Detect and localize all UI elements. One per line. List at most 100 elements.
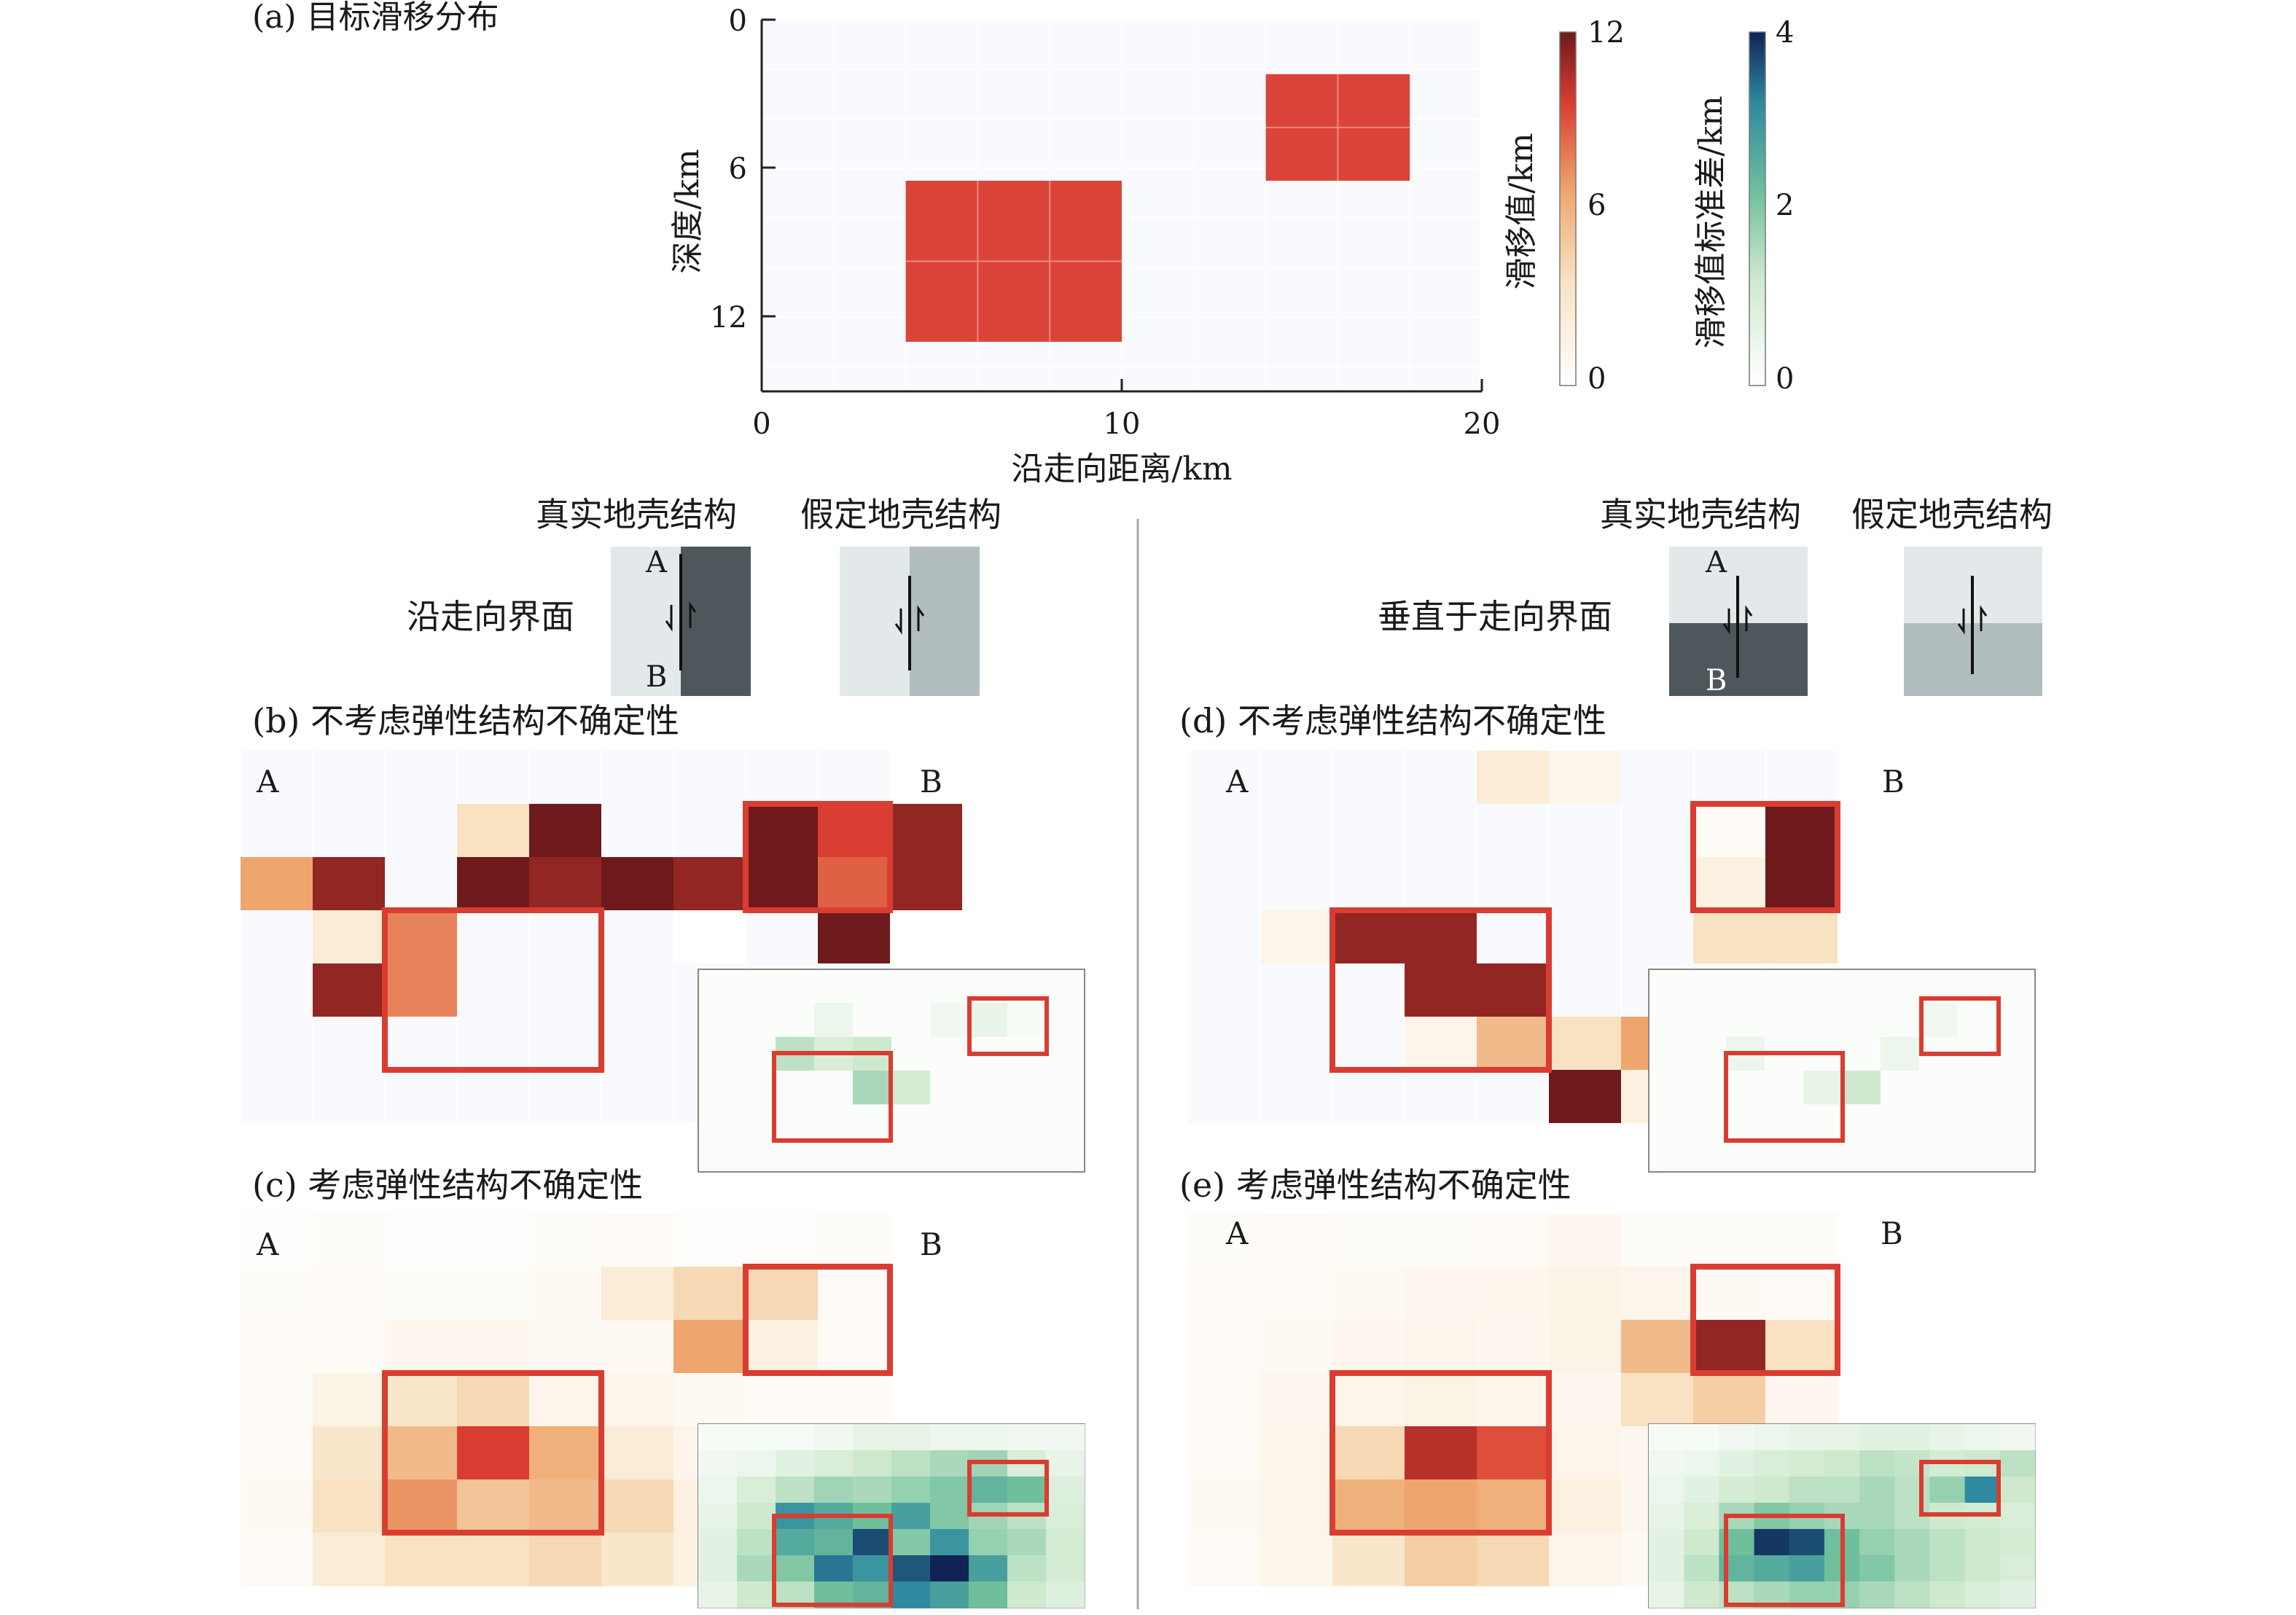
slip-cell [818,1320,891,1374]
interface-strike-label: 沿走向界面 [407,597,574,636]
slip-cell [529,804,601,857]
true-patch-outline [967,1460,1049,1517]
slip-cell [241,1479,313,1533]
fault-slip-arrows-icon [665,601,697,632]
slip-cell [1477,1213,1550,1267]
std-cell [1719,1477,1755,1503]
std-cell [1842,1071,1881,1105]
slip-cell [385,1267,458,1321]
slip-cell [1188,1533,1261,1587]
std-cell [737,1529,776,1556]
std-cell [1046,1529,1085,1556]
std-cell [1894,1477,1930,1503]
slip-cell [1693,804,1765,857]
slip-cell [1405,963,1477,1017]
slip-cell [1549,1320,1622,1374]
colorbar-tick: 12 [1588,16,1625,50]
colorbar-tick: 6 [1588,189,1606,222]
std-cell [776,1555,815,1582]
std-cell [891,1529,931,1556]
std-cell [776,1450,815,1477]
slip-cell [818,1373,891,1427]
slip-cell [313,857,385,910]
std-cell [737,1424,776,1451]
slip-cell [1621,1373,1694,1427]
true-patch-outline [1724,1514,1845,1607]
slip-cell [601,1479,674,1533]
slip-cell [457,1267,530,1321]
slip-cell [1765,804,1838,857]
slip-cell [1332,1426,1405,1480]
std-colorbar: 4 2 0 滑移值标准差/km [1692,16,1794,396]
std-cell [1007,1529,1047,1556]
std-cell [1824,1424,1860,1451]
marker-a: A [256,764,279,799]
std-cell [1824,1477,1860,1503]
slip-cell [818,910,890,963]
slip-cell [1405,1017,1477,1070]
std-cell [891,1581,931,1608]
std-cell [969,1477,1008,1503]
std-cell [853,1555,892,1582]
true-patch-outline [1690,801,1840,913]
panel-a-label: (a) 目标滑移分布 [252,0,499,36]
slip-cell [457,1479,530,1533]
std-cell [1649,1424,1684,1451]
slip-map-b [240,751,1085,1173]
slip-cell [529,1320,602,1374]
slip-cell [1188,1267,1261,1321]
slip-cell [313,1533,386,1587]
std-cell [853,1477,892,1503]
std-cell [1754,1529,1790,1556]
std-cell [737,1477,776,1503]
slip-cell [313,1320,386,1374]
slip-cell [529,1479,602,1533]
slip-cell [313,1426,386,1480]
y-axis-label: 深度/km [669,149,706,273]
slip-cell [1693,1373,1766,1427]
y-tick-label: 12 [710,301,747,335]
slip-cell [457,1373,530,1427]
fault-slip-arrows-icon [894,605,925,635]
std-cell [1649,1529,1684,1556]
true-patch-outline [743,1264,893,1376]
slip-cell [1188,1426,1261,1480]
marker-b: B [920,764,942,799]
slip-cell [1693,1320,1766,1374]
slip-cell [1332,1533,1405,1587]
slip-cell [1332,1479,1405,1533]
std-cell [1789,1477,1825,1503]
std-cell [1789,1424,1825,1451]
std-cell [853,1071,891,1105]
std-cell [891,1424,931,1451]
slip-cell [1405,1320,1477,1374]
colorbar-tick: 0 [1776,362,1794,396]
slip-cell [1260,1373,1333,1427]
slip-cell [601,1320,674,1374]
std-cell [930,1450,969,1477]
std-cell [1964,1555,2001,1582]
colorbar-tick: 0 [1588,362,1606,396]
slip-cell [241,1426,313,1480]
slip-map-e [1187,1213,2036,1608]
std-cell [930,1529,969,1556]
slip-cell [385,963,457,1017]
colorbar-tick: 4 [1776,16,1794,50]
std-cell [1964,1477,2001,1503]
slip-cell [1477,1479,1550,1533]
std-cell [814,1424,854,1451]
slip-cell [313,1373,386,1427]
std-cell [1684,1477,1719,1503]
std-cell [1046,1581,1085,1608]
slip-cell [1332,1320,1405,1374]
std-cell [1789,1529,1825,1556]
marker-a: A [1705,546,1727,579]
slip-cell [313,963,385,1017]
slip-cell [1332,1373,1405,1427]
slip-cell [1765,910,1838,963]
crust-assumed-label: 假定地壳结构 [1851,495,2053,534]
std-cell [1999,1450,2036,1477]
std-cell [853,1529,892,1556]
std-cell [930,1581,969,1608]
slip-map-d [1187,751,2036,1173]
